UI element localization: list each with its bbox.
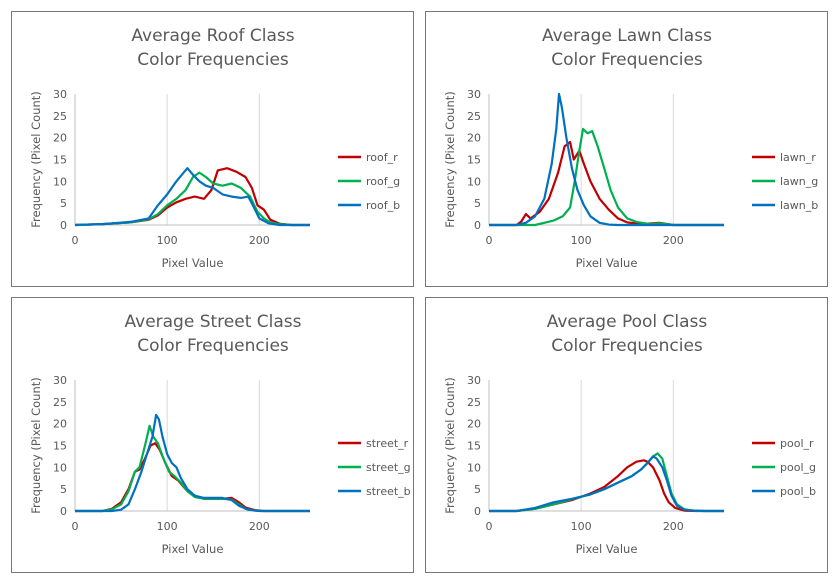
y-tick-label: 20 [53, 132, 67, 145]
y-tick-label: 25 [467, 110, 481, 123]
x-tick-label: 0 [486, 520, 493, 533]
y-tick-label: 15 [53, 154, 67, 167]
series-line-street_r [75, 442, 310, 513]
legend-label-roof_r: roof_r [366, 151, 398, 164]
x-tick-label: 100 [571, 234, 592, 247]
x-tick-label: 0 [72, 520, 79, 533]
legend-label-street_r: street_r [366, 437, 409, 450]
x-tick-label: 100 [571, 520, 592, 533]
series-line-lawn_r [489, 140, 724, 227]
chart-title-line-2: Color Frequencies [551, 50, 703, 70]
x-axis-title: Pixel Value [576, 256, 638, 270]
chart-panel-street: Average Street Class Color Frequencies 0 5 1… [11, 297, 414, 573]
x-axis-title: Pixel Value [162, 542, 224, 556]
legend-label-lawn_g: lawn_g [780, 175, 818, 188]
y-tick-label: 10 [467, 175, 481, 188]
chart-title-line-1: Average Roof Class [131, 26, 294, 46]
x-tick-label: 200 [663, 520, 684, 533]
y-axis-title: Frequency (Pixel Count) [443, 377, 457, 513]
series-line-pool_g [489, 452, 724, 513]
chart-title-line-1: Average Street Class [125, 312, 302, 332]
y-axis-title: Frequency (Pixel Count) [29, 377, 43, 513]
chart-title-line-1: Average Lawn Class [542, 26, 712, 46]
chart-title-line-2: Color Frequencies [137, 50, 289, 70]
y-tick-label: 10 [467, 461, 481, 474]
y-tick-label: 15 [467, 154, 481, 167]
y-tick-label: 30 [467, 88, 481, 101]
series-line-lawn_g [489, 127, 724, 227]
y-tick-label: 0 [474, 505, 481, 518]
series-line-pool_b [489, 455, 724, 513]
y-tick-label: 20 [467, 132, 481, 145]
y-tick-label: 25 [467, 396, 481, 409]
y-tick-label: 20 [53, 418, 67, 431]
series-line-pool_r [489, 459, 724, 513]
y-tick-label: 5 [60, 483, 67, 496]
y-tick-label: 0 [60, 505, 67, 518]
series-line-street_b [75, 413, 310, 513]
x-tick-label: 200 [663, 234, 684, 247]
y-tick-label: 30 [53, 88, 67, 101]
legend-label-lawn_b: lawn_b [780, 199, 818, 212]
x-tick-label: 200 [249, 234, 270, 247]
y-tick-label: 10 [53, 461, 67, 474]
x-tick-label: 200 [249, 520, 270, 533]
street-chart-svg: Average Street Class Color Frequencies 0 5 1… [29, 312, 411, 556]
chart-panel-lawn: Average Lawn Class Color Frequencies 0 5 10 1… [425, 11, 828, 287]
y-axis-title: Frequency (Pixel Count) [29, 91, 43, 227]
legend-label-pool_g: pool_g [780, 461, 816, 474]
y-tick-label: 15 [467, 440, 481, 453]
legend-label-pool_b: pool_b [780, 485, 816, 498]
series-line-roof_b [74, 167, 310, 227]
chart-panel-roof: Average Roof Class Color Frequencies 0 5 10 1… [11, 11, 414, 287]
y-tick-label: 30 [467, 374, 481, 387]
legend-label-pool_r: pool_r [780, 437, 814, 450]
legend-label-street_g: street_g [366, 461, 411, 474]
x-tick-label: 100 [157, 234, 178, 247]
y-axis-title: Frequency (Pixel Count) [443, 91, 457, 227]
pool-chart-svg: Average Pool Class Color Frequencies 0 5 10 1… [443, 312, 816, 556]
y-tick-label: 5 [474, 483, 481, 496]
legend-label-lawn_r: lawn_r [780, 151, 816, 164]
x-axis-title: Pixel Value [162, 256, 224, 270]
legend-label-roof_b: roof_b [366, 199, 400, 212]
y-tick-label: 5 [60, 197, 67, 210]
legend-label-street_b: street_b [366, 485, 411, 498]
chart-title-line-1: Average Pool Class [547, 312, 708, 332]
series-line-street_g [75, 424, 310, 513]
y-tick-label: 20 [467, 418, 481, 431]
series-line-roof_g [74, 171, 310, 227]
x-axis-title: Pixel Value [576, 542, 638, 556]
x-tick-label: 100 [157, 520, 178, 533]
chart-title-line-2: Color Frequencies [551, 336, 703, 356]
y-tick-label: 0 [474, 219, 481, 232]
y-tick-label: 25 [53, 396, 67, 409]
chart-title-line-2: Color Frequencies [137, 336, 289, 356]
y-tick-label: 15 [53, 440, 67, 453]
y-tick-label: 30 [53, 374, 67, 387]
y-tick-label: 0 [60, 219, 67, 232]
x-tick-label: 0 [72, 234, 79, 247]
lawn-chart-svg: Average Lawn Class Color Frequencies 0 5 10 1… [443, 26, 818, 270]
series-line-lawn_b [489, 92, 724, 227]
chart-panel-pool: Average Pool Class Color Frequencies 0 5 10 1… [425, 297, 828, 573]
x-tick-label: 0 [486, 234, 493, 247]
legend-label-roof_g: roof_g [366, 175, 400, 188]
y-tick-label: 25 [53, 110, 67, 123]
y-tick-label: 5 [474, 197, 481, 210]
y-tick-label: 10 [53, 175, 67, 188]
roof-chart-svg: Average Roof Class Color Frequencies 0 5 10 1… [29, 26, 400, 270]
